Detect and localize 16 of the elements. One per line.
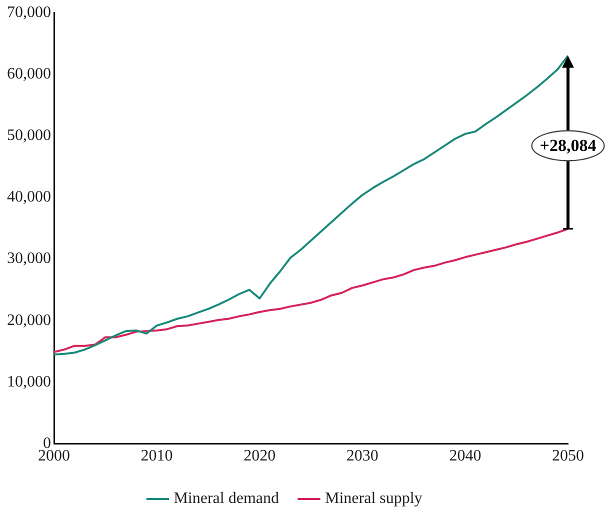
x-tick-label: 2030	[346, 448, 378, 465]
y-tick-label: 50,000	[7, 127, 51, 144]
y-tick-label: 70,000	[7, 4, 51, 21]
y-tick-label: 40,000	[7, 188, 51, 206]
x-tick-label: 2040	[449, 448, 482, 465]
y-tick-label: 30,000	[7, 250, 51, 268]
y-tick-label: 20,000	[7, 312, 51, 329]
legend-label: Mineral demand	[174, 490, 279, 508]
x-tick-label: 2020	[244, 448, 276, 465]
y-tick-label: 60,000	[7, 65, 51, 82]
legend-label: Mineral supply	[324, 490, 422, 508]
x-tick-label: 2010	[140, 448, 173, 465]
annotation: +28,084	[540, 136, 597, 156]
y-tick-label: 10,000	[7, 373, 51, 390]
x-tick-label: 2050	[552, 448, 584, 465]
x-tick-label: 2000	[38, 448, 70, 465]
